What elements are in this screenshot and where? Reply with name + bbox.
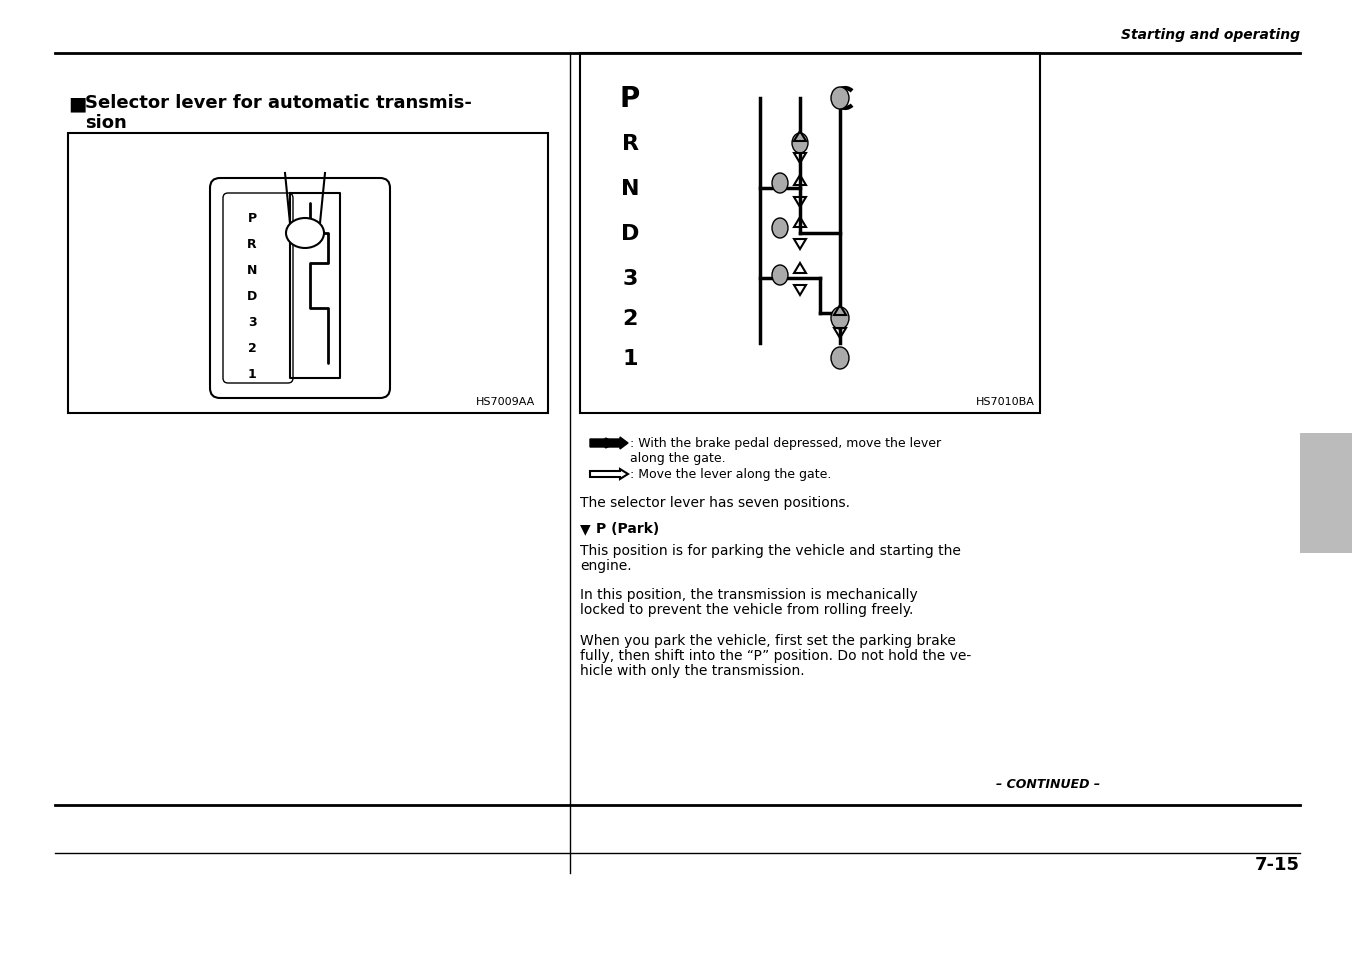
Text: In this position, the transmission is mechanically: In this position, the transmission is me… xyxy=(580,587,918,601)
Ellipse shape xyxy=(831,308,849,330)
Text: – CONTINUED –: – CONTINUED – xyxy=(996,778,1101,790)
Ellipse shape xyxy=(772,173,788,193)
Ellipse shape xyxy=(831,348,849,370)
Text: HS7010BA: HS7010BA xyxy=(976,396,1036,407)
FancyBboxPatch shape xyxy=(580,54,1040,414)
Text: P: P xyxy=(247,213,257,225)
FancyArrow shape xyxy=(589,470,627,479)
FancyBboxPatch shape xyxy=(210,179,389,398)
Text: The selector lever has seven positions.: The selector lever has seven positions. xyxy=(580,496,850,510)
Text: ■: ■ xyxy=(68,94,87,112)
Text: Starting and operating: Starting and operating xyxy=(1121,28,1301,42)
Text: P: P xyxy=(619,85,639,112)
Text: HS7009AA: HS7009AA xyxy=(476,396,535,407)
Text: D: D xyxy=(247,291,257,303)
Text: R: R xyxy=(247,238,257,252)
Text: sion: sion xyxy=(85,113,127,132)
Text: 3: 3 xyxy=(622,269,638,289)
Text: N: N xyxy=(247,264,257,277)
Text: P (Park): P (Park) xyxy=(596,521,660,536)
Text: When you park the vehicle, first set the parking brake: When you park the vehicle, first set the… xyxy=(580,634,956,647)
Ellipse shape xyxy=(831,88,849,110)
FancyBboxPatch shape xyxy=(223,193,293,384)
Text: locked to prevent the vehicle from rolling freely.: locked to prevent the vehicle from rolli… xyxy=(580,602,914,617)
Text: 2: 2 xyxy=(247,342,257,355)
FancyBboxPatch shape xyxy=(68,133,548,414)
Text: 3: 3 xyxy=(247,316,257,329)
Text: engine.: engine. xyxy=(580,558,631,573)
Text: along the gate.: along the gate. xyxy=(630,452,726,465)
Text: 1: 1 xyxy=(622,349,638,369)
Ellipse shape xyxy=(772,219,788,239)
Text: 1: 1 xyxy=(247,368,257,381)
Text: R: R xyxy=(622,133,638,153)
Text: 7-15: 7-15 xyxy=(1255,855,1301,873)
Text: Selector lever for automatic transmis-: Selector lever for automatic transmis- xyxy=(85,94,472,112)
FancyBboxPatch shape xyxy=(1301,434,1352,554)
Ellipse shape xyxy=(287,219,324,249)
Text: hicle with only the transmission.: hicle with only the transmission. xyxy=(580,663,804,678)
Text: : With the brake pedal depressed, move the lever: : With the brake pedal depressed, move t… xyxy=(630,437,941,450)
Text: This position is for parking the vehicle and starting the: This position is for parking the vehicle… xyxy=(580,543,961,558)
Text: N: N xyxy=(621,179,639,199)
FancyArrow shape xyxy=(589,437,627,450)
Ellipse shape xyxy=(792,133,808,153)
Text: ▼: ▼ xyxy=(580,521,595,536)
Text: 2: 2 xyxy=(622,309,638,329)
Text: D: D xyxy=(621,224,639,244)
Text: fully, then shift into the “P” position. Do not hold the ve-: fully, then shift into the “P” position.… xyxy=(580,648,971,662)
Text: : Move the lever along the gate.: : Move the lever along the gate. xyxy=(630,468,831,481)
Ellipse shape xyxy=(772,266,788,286)
